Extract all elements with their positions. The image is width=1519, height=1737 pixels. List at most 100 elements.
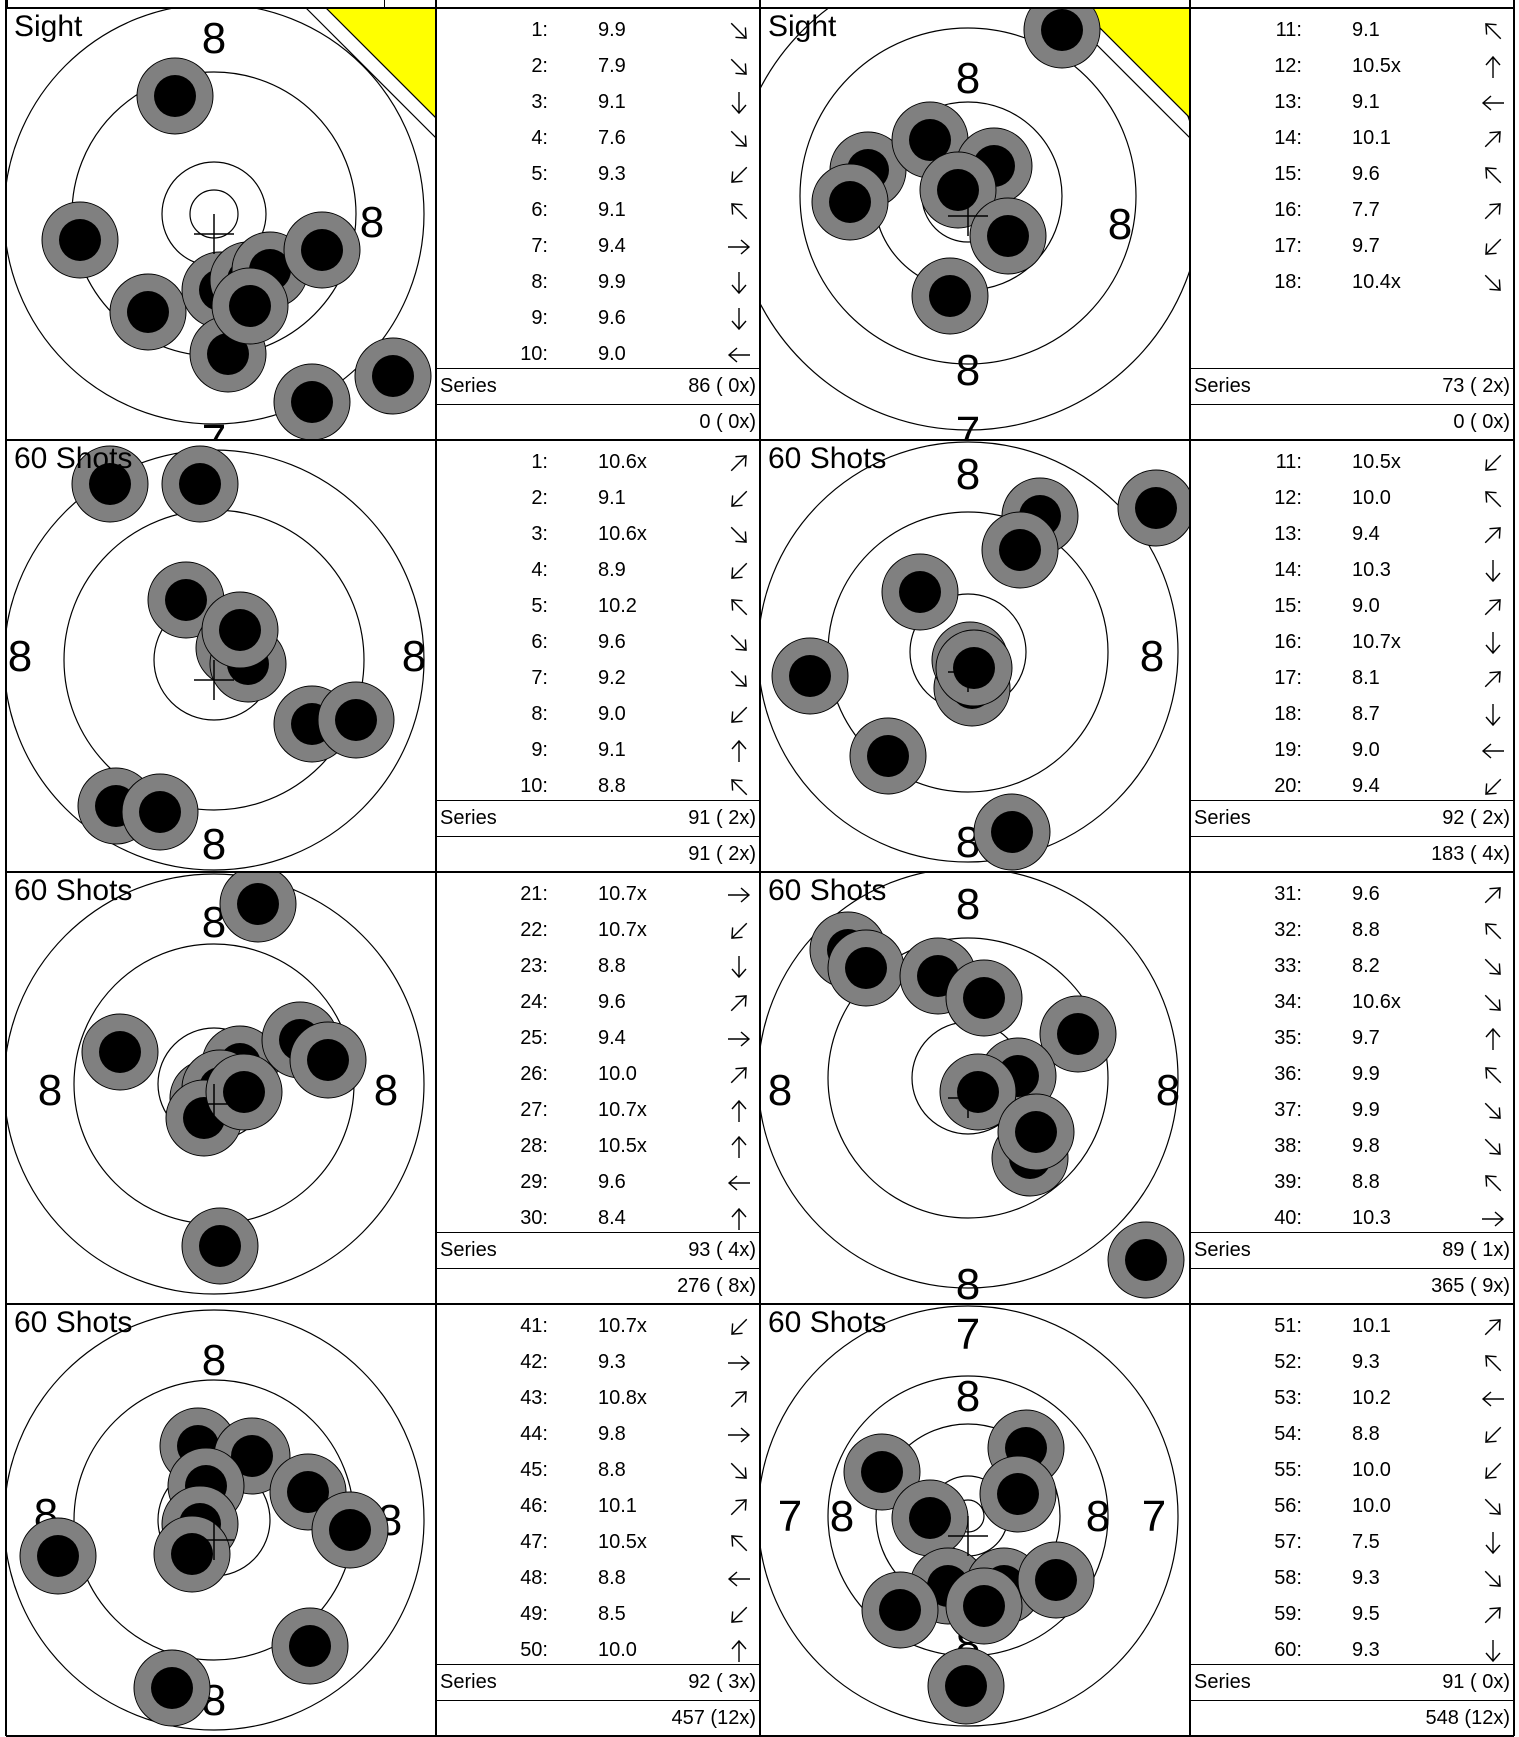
- shot-row: 35: 9.7: [1190, 1020, 1514, 1056]
- shot-score: 9.7: [1352, 1027, 1380, 1049]
- arrow-up-right-icon: [1484, 131, 1501, 148]
- target-ring: [827, 937, 1109, 1219]
- group-center-cross-icon: [194, 1520, 234, 1560]
- shot-score: 10.6x: [598, 523, 647, 545]
- shot-row: 2: 7.9: [436, 48, 760, 84]
- arrow-up-right-icon: [1484, 1319, 1501, 1336]
- shot-score: 9.9: [598, 271, 626, 293]
- shot-hole: [811, 163, 889, 241]
- arrow-down-right-icon: [1484, 994, 1501, 1011]
- ring-number-label: 7: [202, 416, 226, 440]
- shot-number: 54:: [1274, 1423, 1302, 1445]
- arrow-up-left-icon: [1485, 491, 1502, 508]
- shot-row: 47: 10.5x: [436, 1524, 760, 1560]
- shot-table: 1: 9.9 2: 7.9 3: 9.1 4: 7.6 5: 9.3 6: 9.1 7: 9.4 8: 9.9…: [436, 8, 760, 440]
- shot-score: 9.0: [1352, 739, 1380, 761]
- arrow-left-icon: [1481, 743, 1504, 759]
- shot-hole: [354, 337, 432, 415]
- shot-number: 14:: [1274, 127, 1302, 149]
- total-divider: [1190, 836, 1514, 837]
- shot-row: 4: 7.6: [436, 120, 760, 156]
- shot-score: 9.8: [1352, 1135, 1380, 1157]
- shot-hole: [181, 1207, 259, 1285]
- total-divider: [436, 1268, 760, 1269]
- shot-score: 10.7x: [598, 1099, 647, 1121]
- shot-score: 10.0: [1352, 1459, 1391, 1481]
- shot-number: 41:: [520, 1315, 548, 1337]
- shot-number: 57:: [1274, 1531, 1302, 1553]
- shot-score: 10.5x: [1352, 451, 1401, 473]
- shot-number: 20:: [1274, 775, 1302, 797]
- shot-hole: [161, 445, 239, 523]
- shot-number: 12:: [1274, 487, 1302, 509]
- shot-hole: [1023, 8, 1101, 69]
- series-label: Series: [1194, 375, 1251, 397]
- arrow-down-right-icon: [1484, 1570, 1501, 1587]
- shot-number: 55:: [1274, 1459, 1302, 1481]
- shot-row: 9: 9.6: [436, 300, 760, 336]
- shot-number: 5:: [531, 163, 548, 185]
- shot-hole: [927, 1647, 1005, 1725]
- grid-line: [384, 0, 386, 8]
- arrow-up-right-icon: [730, 455, 747, 472]
- shot-row: 11: 9.1: [1190, 12, 1514, 48]
- shot-row: 33: 8.2: [1190, 948, 1514, 984]
- arrow-down-left-icon: [731, 490, 748, 507]
- shot-number: 23:: [520, 955, 548, 977]
- target-ring: [6, 8, 425, 425]
- arrow-down-left-icon: [1485, 238, 1502, 255]
- shot-number: 13:: [1274, 91, 1302, 113]
- group-center-cross-icon: [948, 1516, 988, 1556]
- grid-line: [6, 871, 1514, 873]
- shot-number: 36:: [1274, 1063, 1302, 1085]
- arrow-up-icon: [1485, 55, 1501, 78]
- shot-hole: [945, 959, 1023, 1037]
- shot-number: 11:: [1275, 451, 1302, 473]
- shot-number: 9:: [531, 739, 548, 761]
- shot-score: 9.6: [598, 1171, 626, 1193]
- shot-hole: [41, 201, 119, 279]
- ring-number-label: 8: [956, 1372, 980, 1421]
- panel-title: 60 Shots: [14, 442, 133, 475]
- shot-number: 38:: [1274, 1135, 1302, 1157]
- arrow-down-icon: [1485, 704, 1501, 727]
- target-panel: 8 8 8 60 Shots: [760, 440, 1190, 872]
- shot-number: 25:: [520, 1027, 548, 1049]
- shot-score: 9.9: [1352, 1063, 1380, 1085]
- shot-score: 10.6x: [598, 451, 647, 473]
- shot-row: 49: 8.5: [436, 1596, 760, 1632]
- arrow-up-left-icon: [1485, 23, 1502, 40]
- shot-row: 60: 9.3: [1190, 1632, 1514, 1668]
- shot-number: 50:: [520, 1639, 548, 1661]
- shot-number: 6:: [531, 631, 548, 653]
- shot-number: 28:: [520, 1135, 548, 1157]
- shot-hole: [981, 511, 1059, 589]
- shot-row: 16: 7.7: [1190, 192, 1514, 228]
- shot-number: 16:: [1274, 631, 1302, 653]
- shot-row: 7: 9.4: [436, 228, 760, 264]
- shot-score: 7.7: [1352, 199, 1380, 221]
- arrow-up-icon: [731, 1099, 747, 1122]
- target-ring: [799, 27, 1137, 365]
- shot-score: 10.0: [1352, 487, 1391, 509]
- shot-number: 59:: [1274, 1603, 1302, 1625]
- shot-score: 10.7x: [598, 919, 647, 941]
- shot-row: 3: 9.1: [436, 84, 760, 120]
- shot-number: 51:: [1274, 1315, 1302, 1337]
- shot-score: 8.8: [598, 1459, 626, 1481]
- shot-hole: [19, 1517, 97, 1595]
- shot-number: 13:: [1274, 523, 1302, 545]
- shot-score: 8.8: [1352, 1171, 1380, 1193]
- shot-hole: [771, 637, 849, 715]
- shot-row: 6: 9.1: [436, 192, 760, 228]
- arrow-up-icon: [1485, 1027, 1501, 1050]
- shot-score: 10.2: [598, 595, 637, 617]
- shot-score: 9.1: [598, 91, 626, 113]
- series-label: Series: [440, 1239, 497, 1261]
- shot-number: 15:: [1274, 595, 1302, 617]
- target-panel: 8 8 7 Sight: [6, 8, 436, 440]
- shot-row: 25: 9.4: [436, 1020, 760, 1056]
- shot-score: 9.1: [1352, 91, 1380, 113]
- ring-number-label: 8: [202, 1336, 226, 1385]
